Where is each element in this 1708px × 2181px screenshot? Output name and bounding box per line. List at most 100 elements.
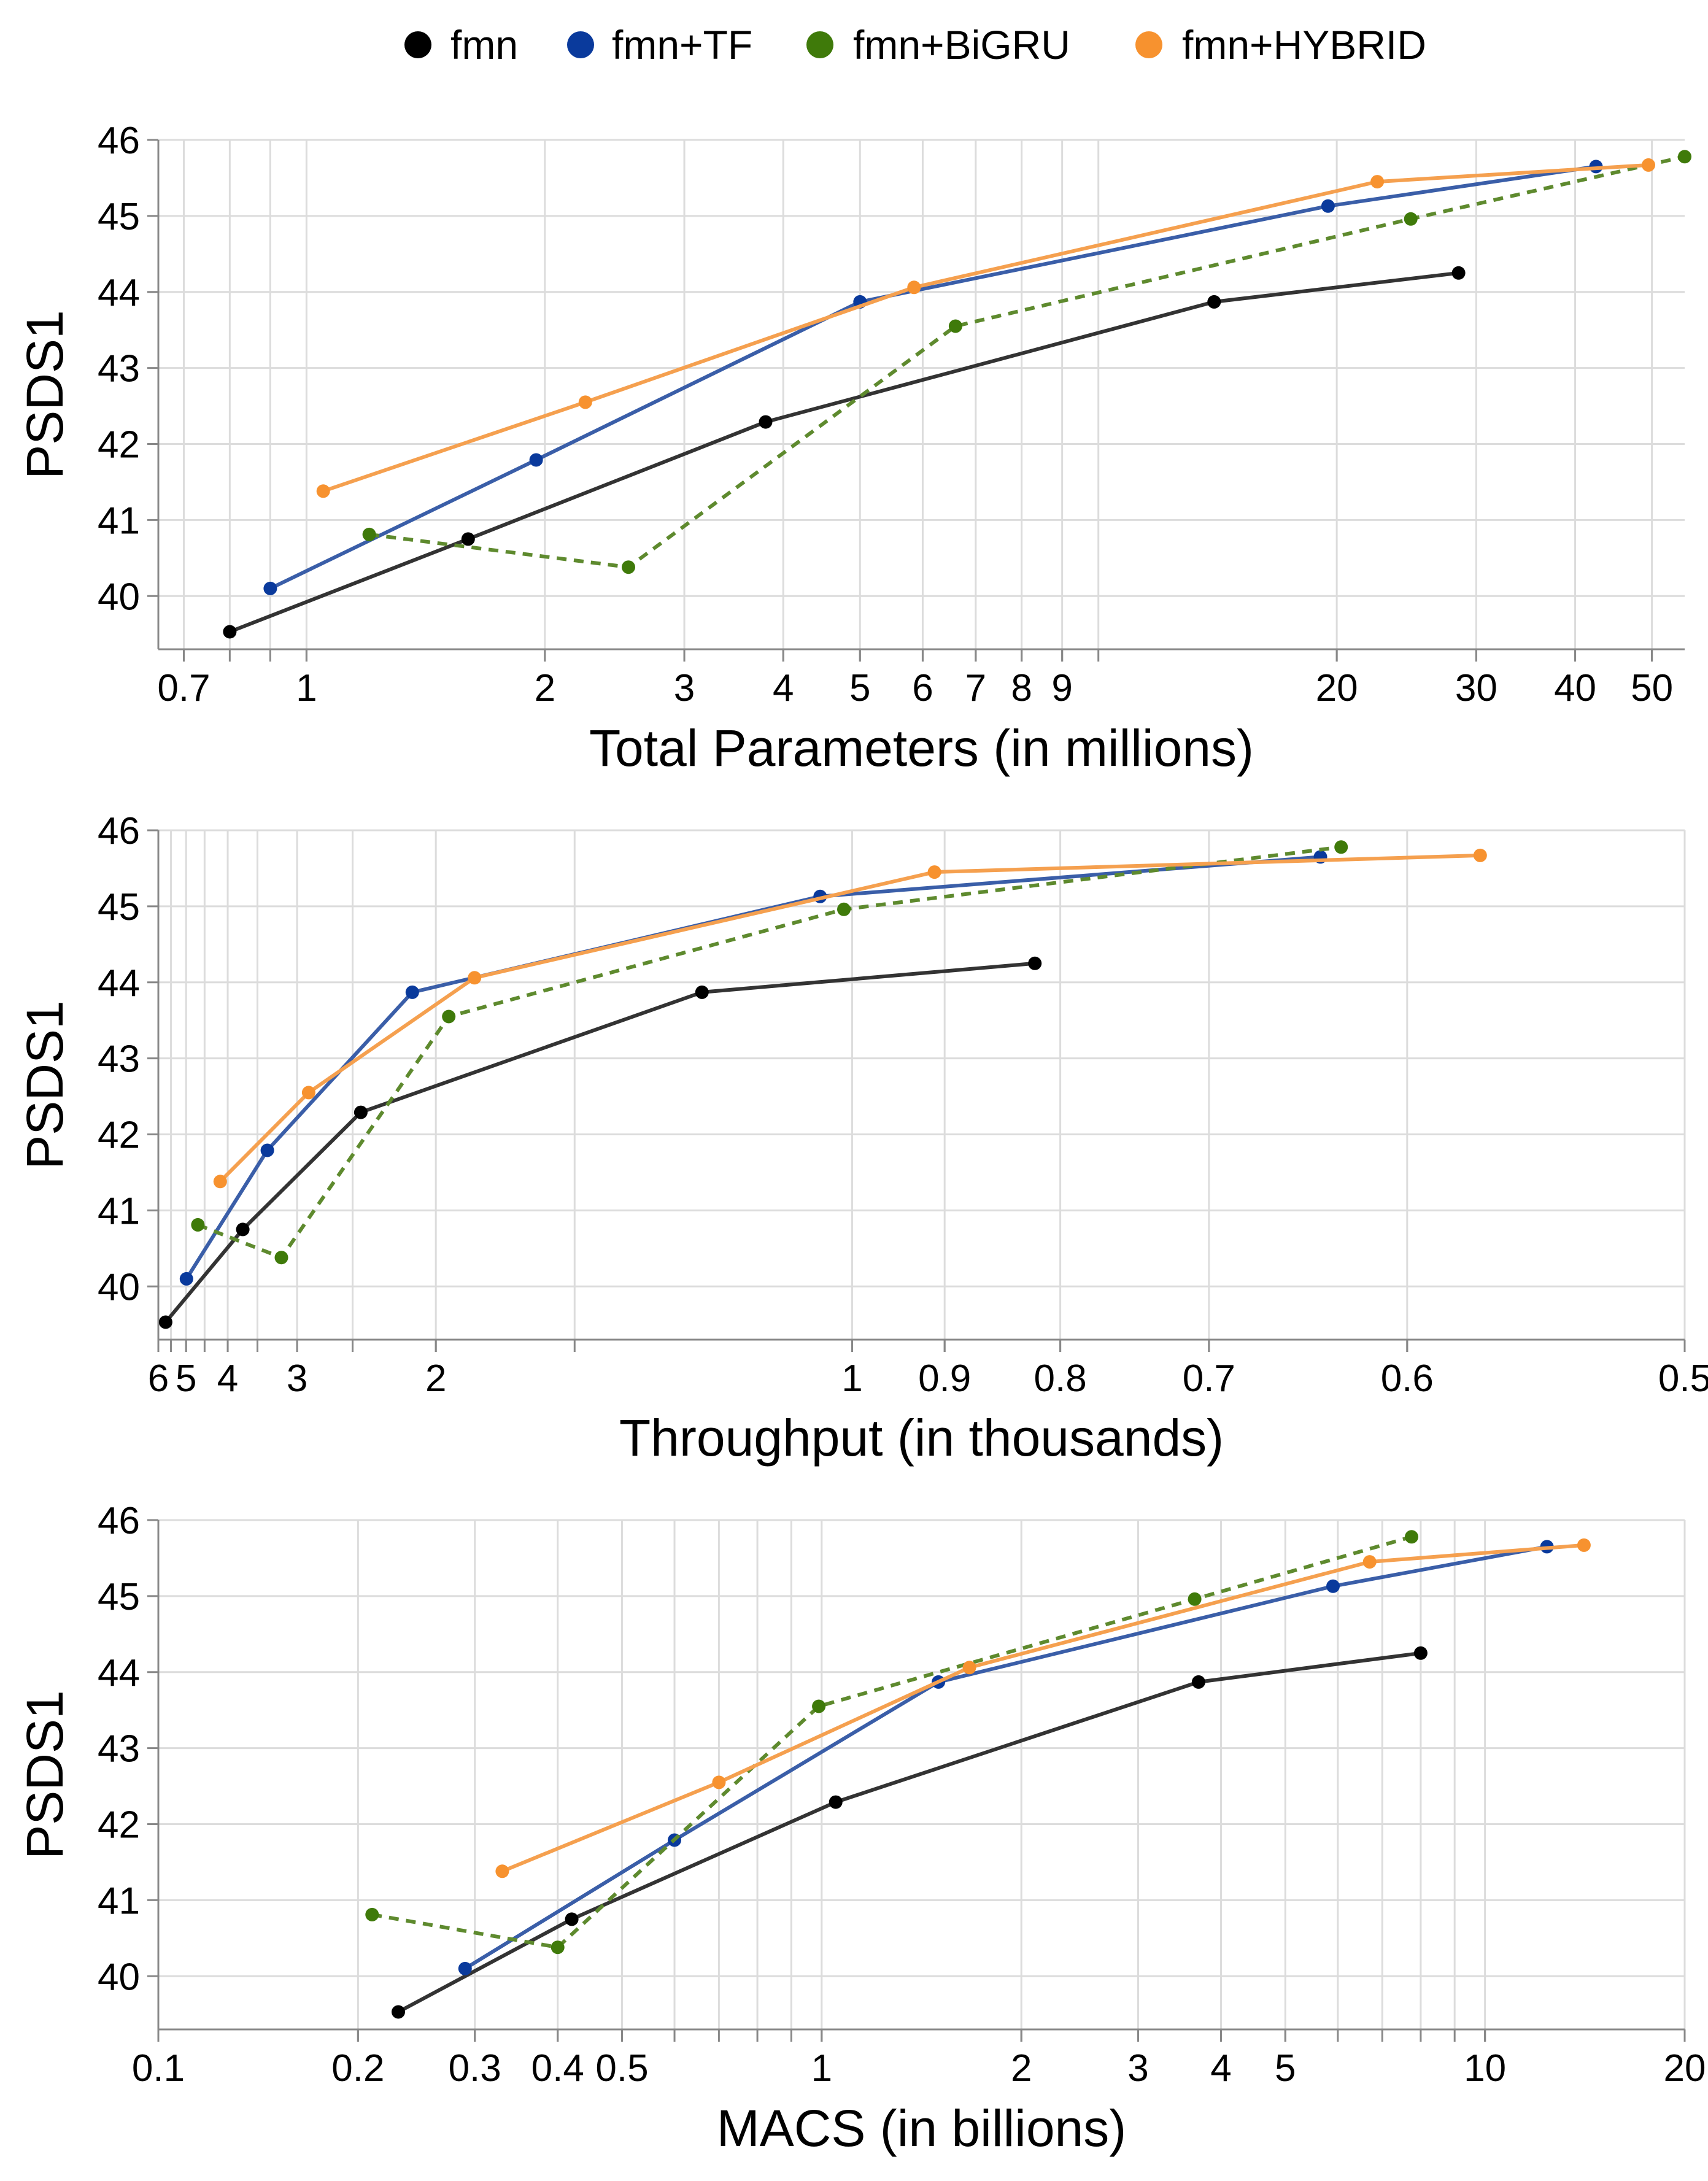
data-point-fmn	[236, 1222, 250, 1237]
series-line-fmn-hybrid	[500, 1543, 1586, 1874]
x-tick-label: 3	[287, 1357, 307, 1400]
x-tick-label: 6	[148, 1357, 169, 1400]
x-tick-label: 0.2	[331, 2047, 384, 2090]
series-fmn-bigru	[362, 150, 1691, 574]
y-tick-label: 41	[98, 1190, 140, 1232]
data-point-fmn-bigru	[362, 527, 376, 541]
y-tick-label: 46	[98, 810, 140, 852]
x-tick-label: 40	[1554, 667, 1596, 709]
data-point-fmn-hybrid	[712, 1775, 726, 1789]
y-tick-label: 45	[98, 1576, 140, 1618]
data-point-fmn-tf	[260, 1143, 274, 1157]
data-point-fmn-bigru	[1404, 212, 1418, 226]
x-tick-label: 0.8	[1034, 1357, 1086, 1400]
series-fmn-tf	[263, 160, 1603, 595]
y-tick-label: 43	[98, 1728, 140, 1770]
data-point-fmn-hybrid	[927, 865, 941, 879]
y-tick-label: 40	[98, 576, 140, 618]
series-fmn	[158, 956, 1042, 1329]
series-line-fmn	[228, 271, 1461, 634]
x-tick-label: 10	[1464, 2047, 1506, 2090]
x-tick-label: 4	[1210, 2047, 1231, 2090]
x-tick-label: 0.4	[531, 2047, 584, 2090]
data-point-fmn-tf	[405, 985, 419, 999]
data-point-fmn-bigru	[551, 1940, 565, 1955]
x-tick-label: 8	[1011, 667, 1032, 709]
data-point-fmn	[759, 415, 773, 429]
data-point-fmn	[1028, 956, 1042, 970]
data-point-fmn	[1191, 1675, 1205, 1689]
legend-item-fmn-hybrid: fmn+HYBRID	[1135, 22, 1426, 68]
data-point-fmn-hybrid	[495, 1864, 509, 1878]
series-fmn-bigru	[365, 1530, 1418, 1955]
series-line-fmn	[396, 1651, 1423, 2014]
data-point-fmn-bigru	[365, 1907, 379, 1921]
x-tick-label: 0.7	[1183, 1357, 1235, 1400]
x-tick-label: 7	[965, 667, 986, 709]
data-point-fmn-bigru	[837, 902, 851, 916]
x-tick-label: 6	[912, 667, 933, 709]
y-tick-label: 40	[98, 1956, 140, 1998]
y-axis-title: PSDS1	[16, 310, 74, 479]
x-tick-label: 5	[849, 667, 870, 709]
legend-marker-fmn-bigru	[806, 31, 833, 58]
x-tick-label: 2	[1011, 2047, 1032, 2090]
y-tick-label: 42	[98, 1804, 140, 1847]
x-axis-title: Total Parameters (in millions)	[589, 719, 1254, 777]
legend-label-fmn: fmn	[450, 22, 518, 68]
chart-panel-throughput: 6 5 4 3 2 1 0.9 0.8 0.7 0.6 0.540414243444546Throu…	[16, 810, 1708, 1467]
y-tick-label: 42	[98, 424, 140, 466]
data-point-fmn-hybrid	[1577, 1538, 1591, 1552]
y-tick-label: 46	[98, 1500, 140, 1542]
data-point-fmn-tf	[529, 453, 543, 467]
x-tick-label: 4	[217, 1357, 238, 1400]
chart-panel-macs: 0.1 0.2 0.3 0.4 0.5 1 2 3 4 5 10 2040414243444546MA…	[16, 1500, 1706, 2157]
series-fmn-hybrid	[495, 1538, 1591, 1878]
data-point-fmn	[1207, 295, 1221, 309]
chart-panel-params: 0.7 1 2 3 4 5 6 7 8 9 20 30 40 5040414243444546Total …	[16, 120, 1691, 777]
data-point-fmn-bigru	[948, 319, 962, 333]
y-axis-title: PSDS1	[16, 1000, 74, 1169]
y-tick-label: 44	[98, 272, 140, 314]
x-tick-label: 4	[773, 667, 794, 709]
legend-item-fmn: fmn	[404, 22, 518, 68]
x-tick-label: 9	[1051, 667, 1072, 709]
data-point-fmn-hybrid	[316, 484, 330, 498]
data-point-fmn	[565, 1912, 579, 1926]
data-point-fmn	[223, 625, 237, 639]
legend: fmn fmn+TF fmn+BiGRU fmn+HYBRID	[404, 22, 1426, 68]
data-point-fmn-bigru	[1678, 150, 1691, 164]
series-line-fmn-hybrid	[321, 163, 1650, 493]
series-line-fmn-bigru	[369, 155, 1685, 569]
data-point-fmn-bigru	[191, 1218, 205, 1232]
data-point-fmn	[1451, 266, 1466, 280]
legend-marker-fmn	[404, 31, 431, 58]
series-fmn	[392, 1646, 1428, 2019]
y-tick-label: 44	[98, 1652, 140, 1694]
x-tick-label: 1	[811, 2047, 832, 2090]
data-point-fmn-hybrid	[1642, 158, 1655, 172]
data-point-fmn-bigru	[1334, 840, 1348, 854]
x-tick-label: 0.6	[1381, 1357, 1434, 1400]
data-point-fmn-hybrid	[578, 395, 592, 409]
y-tick-label: 43	[98, 1038, 140, 1081]
legend-item-fmn-tf: fmn+TF	[567, 22, 752, 68]
x-tick-label: 1	[296, 667, 317, 709]
x-tick-label: 20	[1664, 2047, 1706, 2090]
legend-label-fmn-tf: fmn+TF	[612, 22, 752, 68]
legend-marker-fmn-tf	[567, 31, 594, 58]
x-tick-label: 3	[1127, 2047, 1148, 2090]
grid	[157, 829, 1686, 1340]
x-tick-label: 0.3	[449, 2047, 501, 2090]
data-point-fmn	[354, 1105, 368, 1119]
data-point-fmn-bigru	[1405, 1530, 1418, 1544]
x-axis-title: MACS (in billions)	[717, 2099, 1127, 2157]
legend-label-fmn-hybrid: fmn+HYBRID	[1182, 22, 1426, 68]
data-point-fmn-bigru	[622, 560, 635, 574]
y-tick-label: 41	[98, 500, 140, 542]
data-point-fmn-hybrid	[907, 280, 921, 295]
series-fmn	[223, 266, 1466, 639]
series-line-fmn-hybrid	[218, 853, 1482, 1184]
data-point-fmn	[158, 1315, 172, 1329]
y-tick-label: 43	[98, 348, 140, 390]
